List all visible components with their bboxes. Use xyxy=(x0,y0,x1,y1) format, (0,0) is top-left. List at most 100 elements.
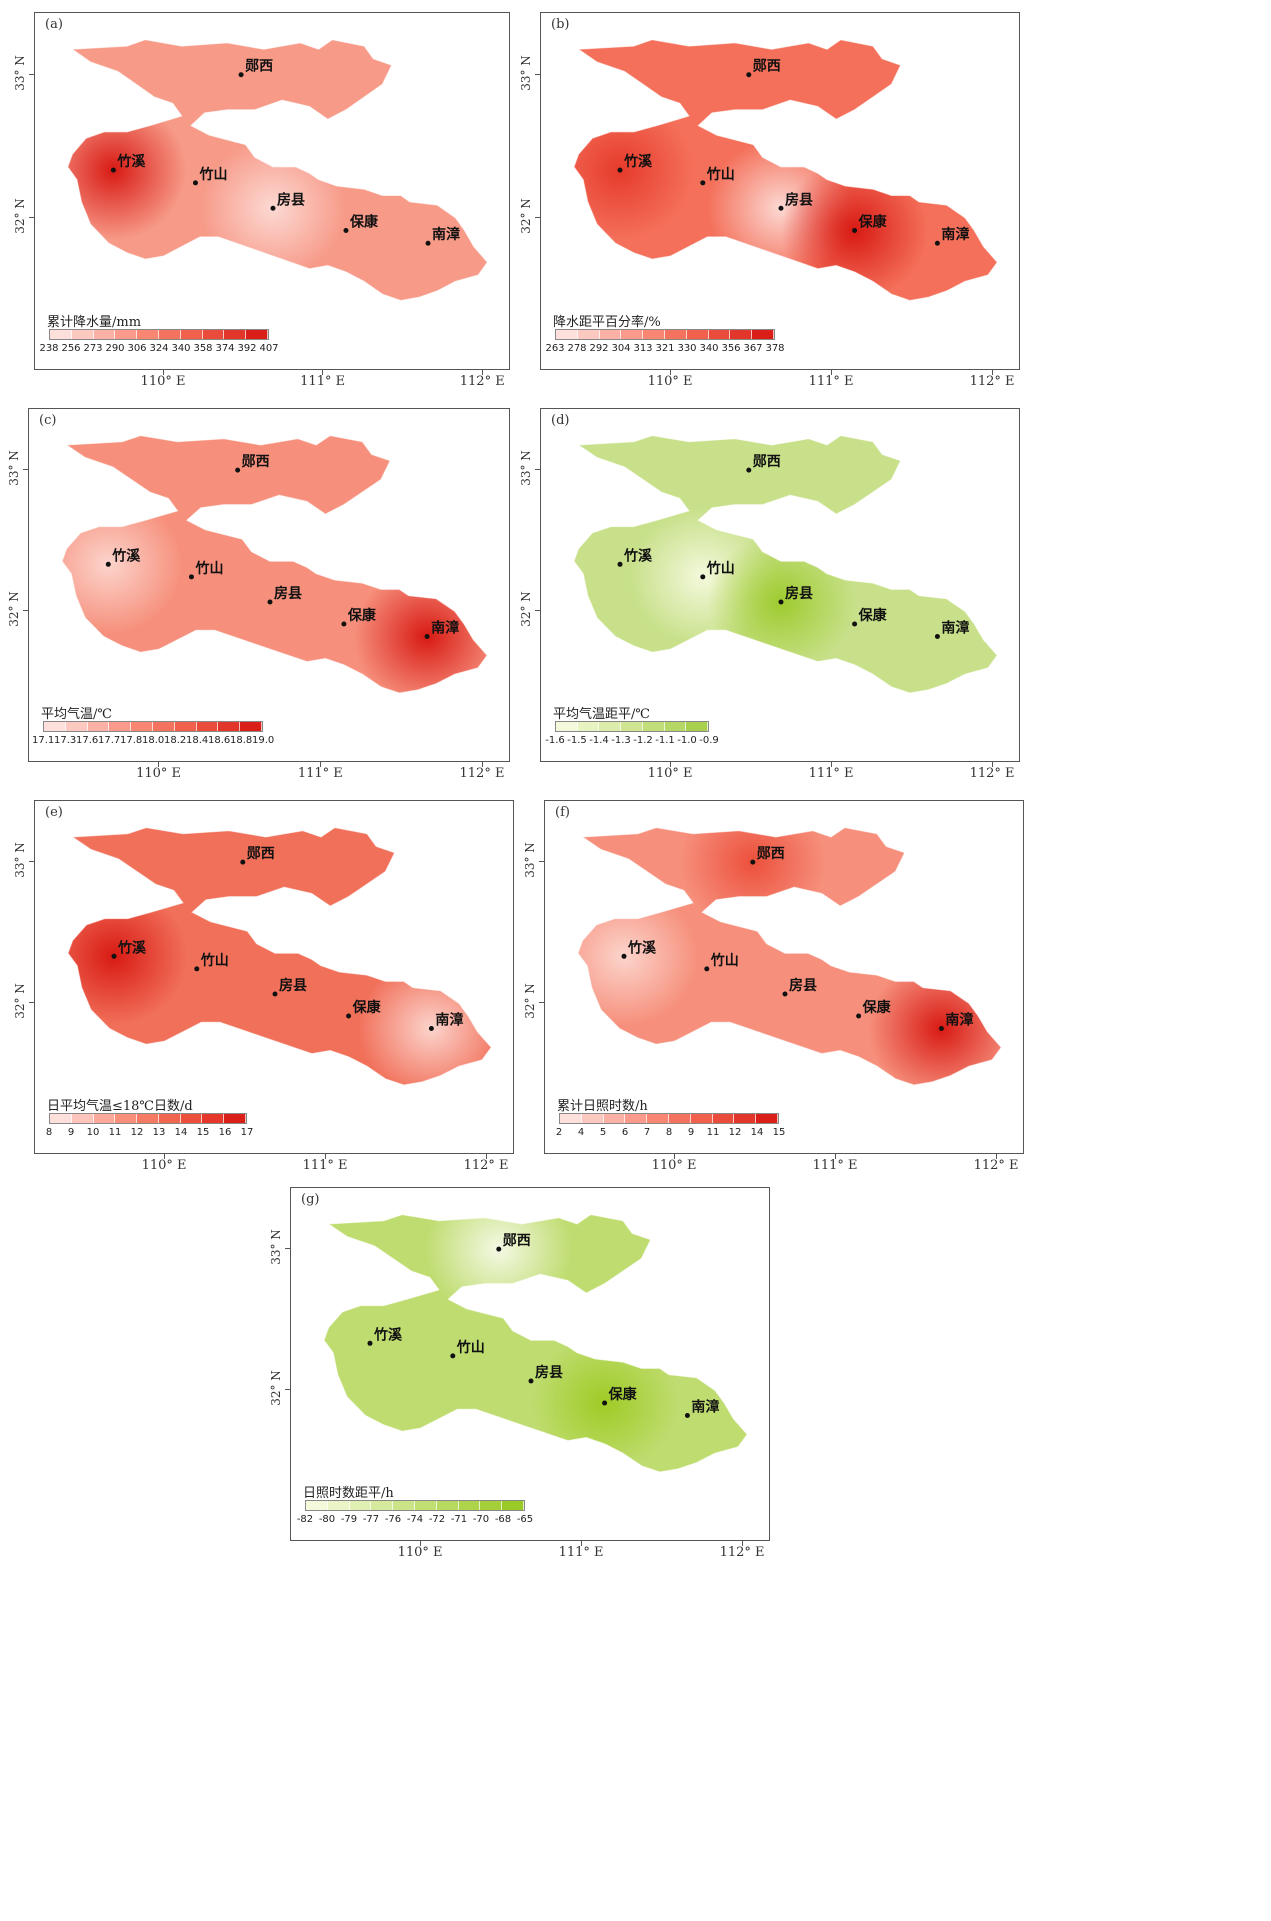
legend-swatch xyxy=(93,330,116,339)
station-marker-yunxi xyxy=(746,467,752,473)
legend-swatch xyxy=(686,722,709,731)
longitude-tick xyxy=(830,762,832,767)
legend-swatch xyxy=(224,1114,247,1123)
legend-tick-label: 256 xyxy=(61,343,81,354)
station-marker-fangxian xyxy=(778,599,784,605)
station-label-yunxi: 郧西 xyxy=(247,846,275,862)
legend-swatch xyxy=(246,330,268,339)
station-label-baokang: 保康 xyxy=(347,607,377,624)
legend-tick-label: 292 xyxy=(589,343,609,354)
longitude-tick xyxy=(669,370,671,375)
station-label-yunxi: 郧西 xyxy=(757,846,785,862)
region-outline xyxy=(67,827,492,1086)
station-label-baokang: 保康 xyxy=(349,214,379,231)
legend-swatch xyxy=(625,1114,648,1123)
legend-swatch xyxy=(621,722,643,731)
station-marker-yunxi xyxy=(235,467,241,473)
latitude-tick xyxy=(29,216,34,218)
legend-swatch xyxy=(708,330,731,339)
longitude-label: 112° E xyxy=(969,374,1015,389)
legend-tick-label: 367 xyxy=(743,343,763,354)
station-label-nanzhang: 南漳 xyxy=(941,620,969,637)
longitude-tick xyxy=(580,1541,582,1546)
legend-tick-label: 15 xyxy=(196,1127,210,1138)
legend-tick-label: 313 xyxy=(633,343,653,354)
legend-swatch xyxy=(202,1114,225,1123)
latitude-label: 33° N xyxy=(519,54,533,91)
legend-colorbar xyxy=(43,721,263,732)
latitude-label: 32° N xyxy=(523,983,537,1020)
latitude-label: 33° N xyxy=(269,1229,283,1265)
legend-title: 日平均气温≤18℃日数/d xyxy=(47,1099,193,1114)
legend-tick-label: 9 xyxy=(687,1127,695,1138)
legend-swatch xyxy=(502,1501,524,1510)
legend-tick-label: 304 xyxy=(611,343,631,354)
longitude-label: 110° E xyxy=(647,374,693,389)
legend-colorbar xyxy=(305,1500,525,1511)
longitude-label: 111° E xyxy=(558,1545,604,1560)
legend-title: 日照时数距平/h xyxy=(303,1486,394,1501)
legend-swatch xyxy=(730,330,753,339)
station-marker-baokang xyxy=(852,621,858,627)
station-marker-zhuxi xyxy=(617,167,623,173)
legend-swatch xyxy=(224,330,247,339)
station-marker-baokang xyxy=(343,228,349,234)
legend-tick-label: -74 xyxy=(406,1514,424,1525)
legend-swatch xyxy=(668,1114,691,1123)
station-marker-zhushan xyxy=(194,966,200,972)
station-marker-baokang xyxy=(341,621,347,627)
station-label-zhuxi: 竹溪 xyxy=(627,939,657,956)
latitude-label: 33° N xyxy=(13,842,27,878)
legend-tick-label: 7 xyxy=(643,1127,651,1138)
station-label-zhuxi: 竹溪 xyxy=(623,547,653,564)
legend-swatch xyxy=(327,1501,350,1510)
station-marker-yunxi xyxy=(746,72,752,78)
station-marker-baokang xyxy=(852,228,858,234)
legend-swatch xyxy=(131,722,153,731)
legend-swatch xyxy=(752,330,774,339)
map-frame: (b) 郧西 竹溪 竹山 房县 保康 南漳 降水距平百分率/% 263 278 292 304 313 3… xyxy=(540,12,1020,370)
legend-tick-label: -1.3 xyxy=(611,735,631,746)
legend-tick-label: -65 xyxy=(516,1514,534,1525)
legend-tick-label: 330 xyxy=(677,343,697,354)
longitude-label: 110° E xyxy=(141,1158,187,1173)
longitude-tick xyxy=(741,1541,743,1546)
legend-tick-label: -71 xyxy=(450,1514,468,1525)
longitude-label: 112° E xyxy=(459,374,505,389)
legend-swatch xyxy=(50,1114,72,1123)
longitude-tick xyxy=(991,762,993,767)
station-label-yunxi: 郧西 xyxy=(242,454,270,470)
legend-tick-label: -80 xyxy=(318,1514,336,1525)
latitude-tick xyxy=(535,216,540,218)
legend-swatch xyxy=(115,1114,138,1123)
latitude-label: 32° N xyxy=(269,1370,283,1407)
legend-swatch xyxy=(621,330,644,339)
legend-swatch xyxy=(44,722,66,731)
station-marker-fangxian xyxy=(782,991,788,997)
legend-swatch xyxy=(599,722,622,731)
station-label-fangxian: 房县 xyxy=(277,191,305,208)
legend-tick-labels: 17.1 17.3 17.6 17.7 17.8 18.0 18.2 18.4 18.6 18.8… xyxy=(32,735,274,746)
legend-tick-label: 18.0 xyxy=(142,735,165,746)
panel-label: (g) xyxy=(301,1192,320,1207)
legend-swatch xyxy=(180,1114,203,1123)
panel-label: (c) xyxy=(39,413,57,428)
latitude-tick xyxy=(29,861,34,863)
legend-swatch xyxy=(158,1114,181,1123)
station-label-zhushan: 竹山 xyxy=(200,952,229,969)
latitude-label: 33° N xyxy=(13,54,27,91)
legend-tick-label: 306 xyxy=(127,343,147,354)
latitude-tick xyxy=(23,610,28,612)
station-marker-zhushan xyxy=(704,966,710,972)
map-panel-c: (c) 郧西 竹溪 竹山 房县 保康 南漳 平均气温/℃ 17.1 17.3 17.6 17.7 17.… xyxy=(7,408,510,802)
legend-tick-label: -0.9 xyxy=(699,735,719,746)
latitude-label: 32° N xyxy=(13,983,27,1020)
station-marker-yunxi xyxy=(240,859,246,865)
legend-tick-label: 17.1 xyxy=(32,735,55,746)
legend-swatch xyxy=(556,330,578,339)
station-label-zhushan: 竹山 xyxy=(194,560,223,577)
